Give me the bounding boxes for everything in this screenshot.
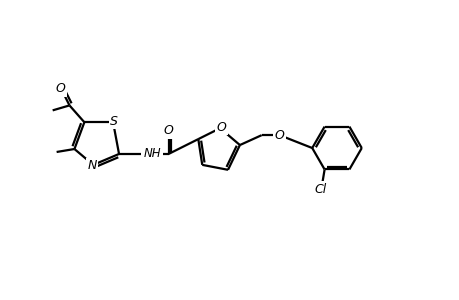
Text: O: O bbox=[216, 121, 225, 134]
Text: S: S bbox=[110, 115, 118, 128]
Text: O: O bbox=[274, 129, 284, 142]
Text: NH: NH bbox=[144, 148, 161, 160]
Text: N: N bbox=[87, 159, 97, 172]
Text: O: O bbox=[56, 82, 65, 95]
Text: O: O bbox=[163, 124, 173, 137]
Text: Cl: Cl bbox=[314, 183, 326, 196]
